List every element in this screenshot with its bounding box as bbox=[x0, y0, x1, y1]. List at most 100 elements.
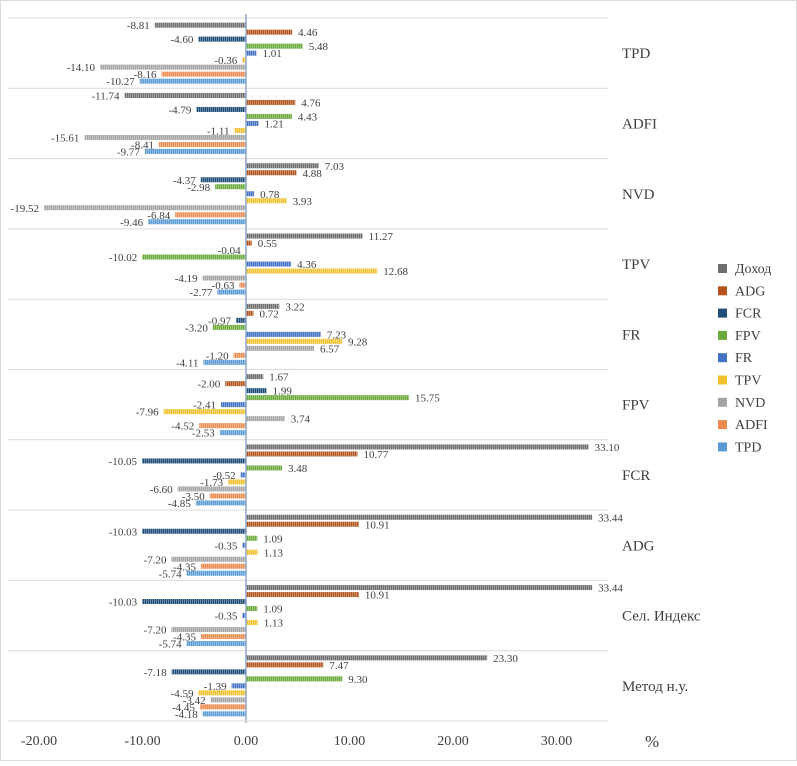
data-label-fpv-fpv: 15.75 bbox=[415, 393, 440, 405]
data-label-fcr-tpv: -1.73 bbox=[200, 477, 223, 489]
bar-tpv-tpd bbox=[217, 289, 246, 295]
data-label-tpv-fpv: -10.02 bbox=[109, 252, 137, 264]
data-label-adg-adfi: -4.35 bbox=[173, 561, 196, 573]
data-label-fcr-adg: 10.77 bbox=[363, 449, 388, 461]
data-label-fcr-fr: -0.52 bbox=[213, 470, 236, 482]
bar-метод-н-у-fcr bbox=[171, 669, 246, 675]
x-tick-label: 0.00 bbox=[234, 734, 259, 749]
bar-tpd-fr bbox=[246, 50, 257, 56]
x-axis-label: % bbox=[645, 732, 659, 751]
bar-adfi-fcr bbox=[196, 106, 246, 112]
data-label-fr-fr: 7.23 bbox=[327, 329, 347, 341]
data-label-fpv-доход: 1.67 bbox=[269, 372, 289, 384]
category-label-fpv: FPV bbox=[622, 398, 650, 414]
bar-texture bbox=[246, 514, 593, 520]
category-label-nvd: NVD bbox=[622, 187, 655, 203]
bar-texture bbox=[175, 212, 246, 218]
data-label-метод-н-у-adfi: -4.45 bbox=[172, 702, 195, 714]
data-label-метод-н-у-tpv: -4.59 bbox=[171, 688, 194, 700]
data-label-tpv-tpd: -2.77 bbox=[189, 287, 212, 299]
bar-texture bbox=[154, 22, 246, 28]
bar-adg-fpv bbox=[246, 535, 258, 541]
bar-nvd-nvd bbox=[43, 205, 246, 211]
data-label-tpd-tpd: -10.27 bbox=[106, 76, 135, 88]
bar-nvd-fcr bbox=[200, 177, 246, 183]
bar-метод-н-у-fpv bbox=[246, 676, 343, 682]
data-label-сел-индекс-tpd: -5.74 bbox=[159, 639, 182, 651]
legend-label: TPD bbox=[735, 440, 761, 455]
data-label-fcr-доход: 33.10 bbox=[595, 442, 620, 454]
data-label-fcr-fcr: -10.05 bbox=[109, 456, 138, 468]
bar-texture bbox=[231, 683, 246, 689]
bar-texture bbox=[246, 444, 589, 450]
bar-texture bbox=[246, 620, 258, 626]
bar-texture bbox=[246, 676, 343, 682]
bar-texture bbox=[246, 120, 259, 126]
data-label-nvd-adg: 4.88 bbox=[303, 168, 323, 180]
bar-сел-индекс-tpd bbox=[186, 641, 246, 647]
bar-texture bbox=[215, 184, 246, 190]
data-label-fpv-fr: -2.41 bbox=[193, 400, 216, 412]
x-tick-label: 30.00 bbox=[541, 734, 573, 749]
bar-texture bbox=[246, 338, 343, 344]
bar-сел-индекс-tpv bbox=[246, 620, 258, 626]
bar-texture bbox=[196, 106, 246, 112]
bar-tpd-tpv bbox=[242, 57, 246, 63]
bar-метод-н-у-nvd bbox=[210, 697, 246, 703]
bar-texture bbox=[228, 479, 246, 485]
category-label-сел-индекс: Сел. Индекс bbox=[622, 609, 701, 625]
data-label-adfi-adg: 4.76 bbox=[301, 97, 321, 109]
bar-texture bbox=[246, 345, 314, 351]
bar-adfi-adfi bbox=[158, 141, 246, 147]
legend-swatch bbox=[718, 264, 727, 273]
bar-adg-fr bbox=[242, 542, 246, 548]
bar-fpv-tpv bbox=[163, 409, 246, 415]
bar-texture bbox=[246, 606, 258, 612]
bar-texture bbox=[246, 163, 319, 169]
data-label-nvd-adfi: -6.84 bbox=[147, 210, 170, 222]
data-label-adg-tpv: 1.13 bbox=[264, 547, 284, 559]
bar-fcr-tpv bbox=[228, 479, 246, 485]
data-label-tpv-fr: 4.36 bbox=[297, 259, 317, 271]
category-label-tpv: TPV bbox=[622, 257, 651, 273]
x-tick-label: 20.00 bbox=[437, 734, 469, 749]
bar-fpv-доход bbox=[246, 374, 264, 380]
data-label-tpd-adfi: -8.16 bbox=[134, 69, 157, 81]
bar-сел-индекс-fr bbox=[242, 613, 246, 619]
data-label-adfi-доход: -11.74 bbox=[91, 90, 120, 102]
bar-adfi-fr bbox=[246, 120, 259, 126]
data-label-adfi-fr: 1.21 bbox=[265, 118, 284, 130]
legend-item-доход: Доход bbox=[718, 262, 771, 277]
bar-texture bbox=[246, 331, 321, 337]
bar-texture bbox=[246, 388, 267, 394]
legend-item-fpv: FPV bbox=[718, 329, 761, 344]
legend-label: ADFI bbox=[735, 418, 768, 433]
bar-fr-tpd bbox=[203, 359, 246, 365]
bar-fpv-fr bbox=[221, 402, 246, 408]
legend-swatch bbox=[718, 442, 727, 452]
bar-texture bbox=[246, 451, 358, 457]
bar-texture bbox=[246, 233, 363, 239]
data-label-nvd-tpv: 3.93 bbox=[293, 196, 313, 208]
data-label-метод-н-у-nvd: -3.42 bbox=[183, 695, 206, 707]
legend-item-tpv: TPV bbox=[718, 374, 761, 389]
data-label-fr-nvd: 6.57 bbox=[320, 343, 340, 355]
bar-tpv-adg bbox=[246, 240, 252, 246]
data-label-tpd-nvd: -14.10 bbox=[67, 62, 96, 74]
bar-texture bbox=[171, 556, 246, 562]
bar-texture bbox=[171, 627, 246, 633]
bar-метод-н-у-tpd bbox=[202, 711, 246, 717]
bar-texture bbox=[246, 261, 292, 267]
bar-tpd-fcr bbox=[198, 36, 246, 42]
data-label-tpv-adg: 0.55 bbox=[258, 238, 278, 250]
bar-texture bbox=[242, 57, 246, 63]
data-label-tpd-fcr: -4.60 bbox=[170, 34, 193, 46]
bar-texture bbox=[246, 99, 296, 105]
legend-swatch bbox=[718, 353, 727, 363]
bar-texture bbox=[246, 268, 378, 274]
category-label-метод-н-у: Метод н.у. bbox=[622, 679, 688, 695]
bar-adg-tpd bbox=[186, 570, 246, 576]
legend-item-nvd: NVD bbox=[718, 396, 765, 411]
